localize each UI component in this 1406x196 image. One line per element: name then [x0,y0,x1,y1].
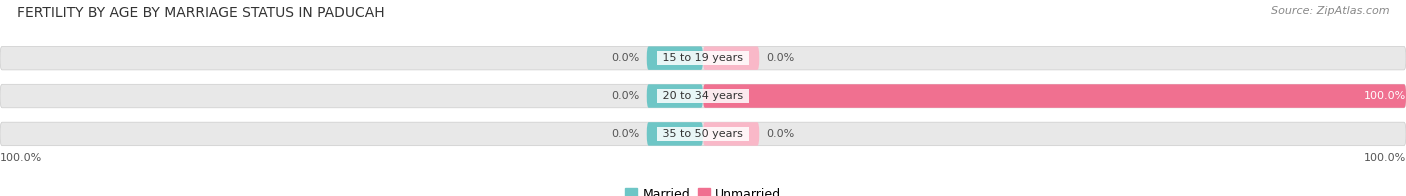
Text: Source: ZipAtlas.com: Source: ZipAtlas.com [1271,6,1389,16]
Legend: Married, Unmarried: Married, Unmarried [620,183,786,196]
FancyBboxPatch shape [647,46,703,70]
FancyBboxPatch shape [703,84,1406,108]
Text: 0.0%: 0.0% [612,91,640,101]
FancyBboxPatch shape [703,122,759,146]
Text: 100.0%: 100.0% [1364,91,1406,101]
FancyBboxPatch shape [647,84,703,108]
Text: FERTILITY BY AGE BY MARRIAGE STATUS IN PADUCAH: FERTILITY BY AGE BY MARRIAGE STATUS IN P… [17,6,384,20]
FancyBboxPatch shape [0,122,1406,146]
Text: 0.0%: 0.0% [612,129,640,139]
Text: 100.0%: 100.0% [1364,153,1406,163]
FancyBboxPatch shape [0,46,1406,70]
FancyBboxPatch shape [703,46,759,70]
Text: 20 to 34 years: 20 to 34 years [659,91,747,101]
Text: 0.0%: 0.0% [766,53,794,63]
Text: 15 to 19 years: 15 to 19 years [659,53,747,63]
FancyBboxPatch shape [0,84,1406,108]
Text: 35 to 50 years: 35 to 50 years [659,129,747,139]
Text: 0.0%: 0.0% [612,53,640,63]
Text: 0.0%: 0.0% [766,129,794,139]
Text: 100.0%: 100.0% [0,153,42,163]
FancyBboxPatch shape [647,122,703,146]
